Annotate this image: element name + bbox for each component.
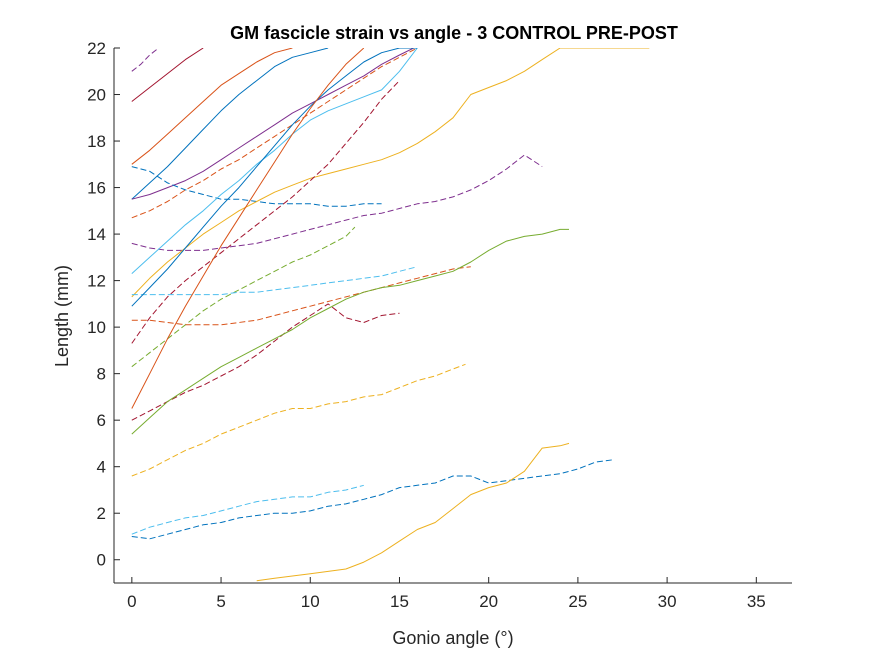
series-line-10 [131, 48, 418, 274]
series-line-20 [131, 484, 364, 535]
y-tick-label: 10 [87, 318, 106, 337]
y-tick-label: 14 [87, 225, 106, 244]
x-tick-label: 0 [127, 592, 136, 611]
series-line-14 [131, 266, 471, 326]
series-line-18 [131, 228, 569, 435]
x-axis-label: Gonio angle (°) [392, 628, 513, 648]
series-line-17 [131, 303, 400, 421]
y-axis-label: Length (mm) [52, 265, 72, 367]
series-line-2 [131, 48, 204, 102]
series-layer [131, 48, 650, 582]
series-line-9 [131, 48, 650, 298]
y-tick-label: 20 [87, 86, 106, 105]
plot-area [114, 48, 792, 583]
axes-layer: 0 5 10 15 20 25 30 35 0 2 4 6 8 10 12 14 16 18 20 22 [87, 39, 792, 611]
y-tick-label: 6 [97, 411, 106, 430]
series-line-8 [131, 154, 543, 251]
y-tick-label: 22 [87, 39, 106, 58]
series-line-15 [131, 48, 418, 307]
y-tick-label: 8 [97, 365, 106, 384]
series-line-3 [131, 48, 293, 165]
series-line-16 [131, 48, 365, 409]
series-line-19 [131, 363, 466, 477]
series-line-7 [131, 48, 418, 219]
x-tick-label: 5 [216, 592, 225, 611]
x-tick-label: 15 [390, 592, 409, 611]
series-line-12 [131, 226, 356, 368]
series-line-21 [131, 459, 614, 540]
series-line-4 [131, 48, 329, 200]
chart-title: GM fascicle strain vs angle - 3 CONTROL … [230, 23, 678, 43]
y-tick-label: 0 [97, 551, 106, 570]
series-line-22 [256, 442, 570, 582]
y-tick-label: 16 [87, 179, 106, 198]
x-tick-label: 20 [479, 592, 498, 611]
y-tick-label: 2 [97, 504, 106, 523]
series-line-1 [131, 48, 159, 72]
x-tick-label: 25 [568, 592, 587, 611]
y-tick-label: 4 [97, 458, 106, 477]
series-line-13 [131, 266, 418, 296]
y-tick-label: 12 [87, 272, 106, 291]
y-tick-label: 18 [87, 132, 106, 151]
x-tick-label: 35 [747, 592, 766, 611]
x-tick-label: 10 [301, 592, 320, 611]
series-line-5 [131, 48, 414, 200]
series-line-11 [131, 80, 400, 344]
x-tick-label: 30 [658, 592, 677, 611]
